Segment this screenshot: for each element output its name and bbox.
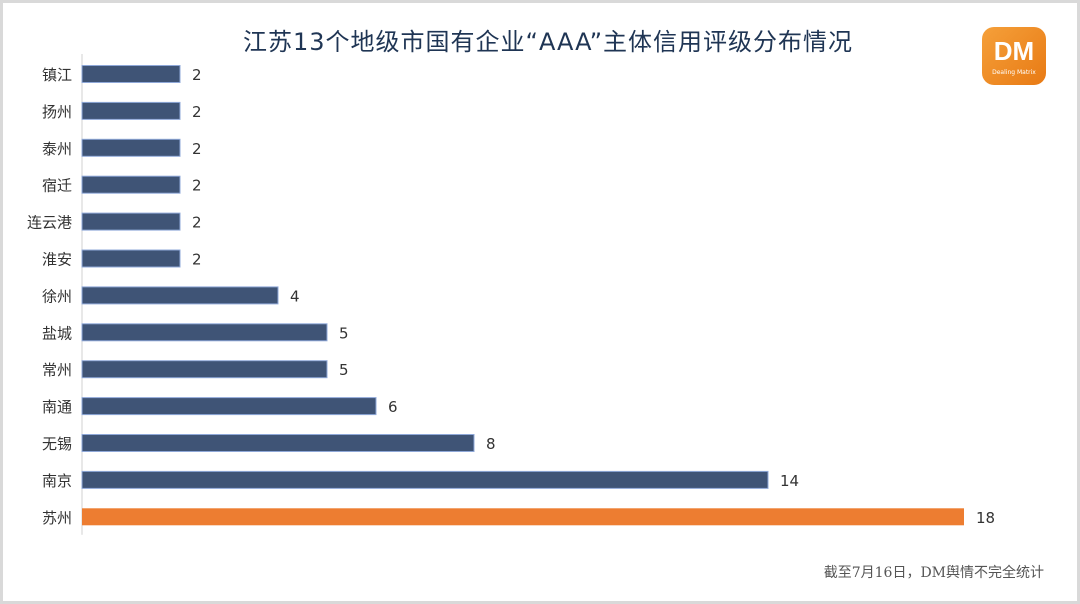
data-label: 4 [290, 287, 300, 305]
bar [81, 286, 279, 305]
chart-title: 江苏13个地级市国有企业“AAA”主体信用评级分布情况 [242, 28, 854, 56]
footer-note: 截至7月16日，DM舆情不完全统计 [823, 565, 1044, 581]
data-label: 6 [388, 398, 398, 416]
category-label: 徐州 [42, 287, 72, 305]
bar [81, 249, 181, 268]
bar [81, 175, 181, 194]
logo-subtext: Dealing Matrix [992, 69, 1036, 76]
logo-text: DM [993, 36, 1035, 66]
category-label: 淮安 [42, 251, 72, 269]
category-label: 常州 [42, 361, 72, 379]
category-label: 宿迁 [42, 177, 72, 195]
bar [81, 65, 181, 83]
bar [81, 360, 328, 379]
data-label: 8 [486, 435, 496, 453]
data-label: 5 [339, 361, 349, 379]
data-label: 2 [192, 214, 202, 232]
category-label: 扬州 [42, 103, 72, 121]
category-label: 连云港 [27, 214, 72, 232]
bar [82, 508, 964, 526]
category-label: 盐城 [42, 324, 72, 342]
data-label: 14 [780, 472, 799, 490]
bar [81, 212, 181, 231]
bar [81, 138, 181, 157]
category-label: 镇江 [42, 66, 72, 84]
data-label: 2 [192, 103, 202, 121]
category-label: 泰州 [42, 140, 72, 158]
dm-logo: DM Dealing Matrix [982, 27, 1046, 85]
data-label: 2 [192, 140, 202, 158]
category-label: 无锡 [42, 435, 72, 453]
bar [81, 101, 181, 120]
data-label: 18 [976, 509, 995, 527]
bar [81, 323, 328, 342]
data-label: 2 [192, 251, 202, 269]
data-label: 2 [192, 177, 202, 195]
category-label: 南通 [42, 398, 72, 416]
data-label: 5 [339, 324, 349, 342]
category-label: 南京 [42, 472, 72, 490]
bar [81, 397, 377, 416]
bar [81, 434, 475, 452]
category-label: 苏州 [42, 509, 72, 527]
bar [81, 470, 769, 489]
data-label: 2 [192, 66, 202, 84]
